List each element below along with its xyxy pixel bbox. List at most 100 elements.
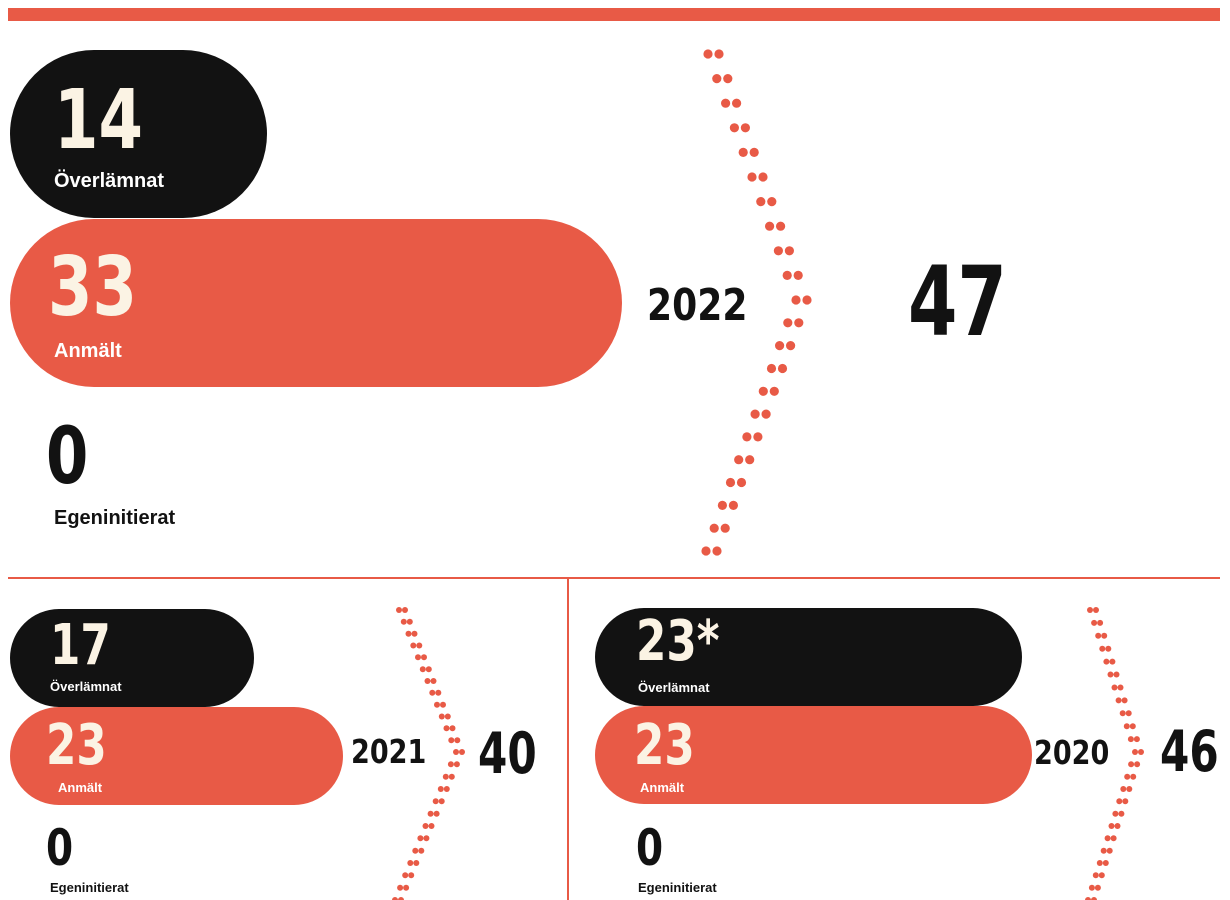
chevron-dot [1108,823,1115,829]
value-overlamnat: 23* [636,609,720,674]
value-anmalt: 23 [46,713,107,778]
chevron-dot [442,773,449,780]
chevron-dot [802,295,812,305]
value-egeninitierat: 0 [46,412,89,502]
chevron-dot [1124,773,1131,780]
chevron-dot [1133,736,1140,743]
chevron-dot [1106,847,1113,854]
chevron-dot [454,737,461,744]
year-label: 2022 [647,280,748,331]
year-label: 2020 [1034,733,1110,772]
chevron-dot [402,872,409,879]
chevron-dot [717,500,728,510]
chevron-dot [734,455,744,465]
label-egeninitierat: Egeninitierat [638,880,717,895]
chevron-dot [423,835,430,842]
chevron-dot [1099,645,1106,652]
chevron-dot [784,246,795,256]
chevron-dot [720,523,730,533]
chevron-dot [429,689,436,696]
chevron-dot [444,713,451,720]
chevron-dot [1107,671,1114,678]
chevron-dot [783,318,793,328]
chevron-dot [1119,710,1126,717]
value-egeninitierat: 0 [636,819,664,877]
chevron-dot [1087,607,1093,613]
chevron-dot [440,701,446,708]
chevron-dot [1094,884,1101,891]
chevron-dot [412,847,419,854]
chevron-dot [1085,897,1091,900]
chevron-dot [1105,645,1112,652]
chevron-dot [1123,723,1130,730]
chevron-dot [1132,749,1138,755]
chevron-dot [749,147,759,157]
bar-anmalt [10,219,622,387]
chevron-dot [761,409,771,419]
chevron-dot [1113,671,1120,678]
chevron-dot [421,654,427,661]
year-label: 2021 [351,732,427,771]
chevron-dot [434,701,440,708]
chevron-dot [765,221,775,231]
chevron-dot [449,725,456,732]
chevron-dot [753,432,763,442]
chevron-dot [1104,835,1111,842]
chevron-dot [714,49,724,59]
chevron-dot [712,74,722,84]
label-overlamnat: Överlämnat [54,170,165,192]
chevron-dot [750,409,760,419]
chevron-dot [443,786,450,792]
chevron-dot [433,810,440,817]
chevron-dot [453,761,460,768]
chevron-dot [782,270,792,280]
label-egeninitierat: Egeninitierat [50,880,129,895]
dotted-chevron-arrow [701,49,812,556]
chevron-dot [447,761,454,768]
chevron-dot [1095,632,1102,639]
chevron-dot [392,897,398,900]
chevron-dot [786,341,796,351]
chevron-dot [776,221,786,231]
section-divider-vertical [567,579,569,900]
chevron-dot [1098,872,1105,879]
chevron-dot [791,295,801,305]
chevron-dot [422,823,429,829]
chevron-dot [448,737,455,744]
chevron-dot [448,773,455,780]
chevron-dot [415,654,421,661]
bar-overlamnat [10,609,254,707]
chevron-dot [1126,786,1133,792]
chevron-dot [1127,736,1134,743]
chevron-dot [729,123,740,133]
chevron-dot [773,246,784,256]
chevron-dot [432,798,439,805]
chevron-dot [1091,619,1098,626]
chevron-dot [1092,872,1099,879]
chevron-dot [427,810,434,817]
chevron-dot [405,630,412,637]
chevron-dot [403,884,410,891]
chevron-dot [742,432,752,442]
chevron-dot [438,798,445,805]
chevron-dot [769,386,779,396]
chevron-dot [747,172,757,182]
value-anmalt: 23 [634,713,695,778]
chevron-dot [1097,619,1104,626]
total-value: 40 [478,721,537,787]
chevron-dot [443,725,450,732]
dotted-chevron-arrow [1085,607,1144,900]
chevron-dot [398,897,404,900]
chevron-dot [1091,897,1097,900]
chevron-dot [728,500,739,510]
chevron-dot [424,678,431,684]
chevron-dot [767,197,777,207]
value-anmalt: 33 [48,240,138,335]
value-overlamnat: 17 [50,613,111,678]
chevron-dot [397,884,404,891]
chevron-dot [1134,761,1141,768]
chevron-dot [732,98,742,108]
chevron-dot [736,477,747,488]
bar-anmalt [595,706,1032,804]
chevron-dot [418,847,425,854]
